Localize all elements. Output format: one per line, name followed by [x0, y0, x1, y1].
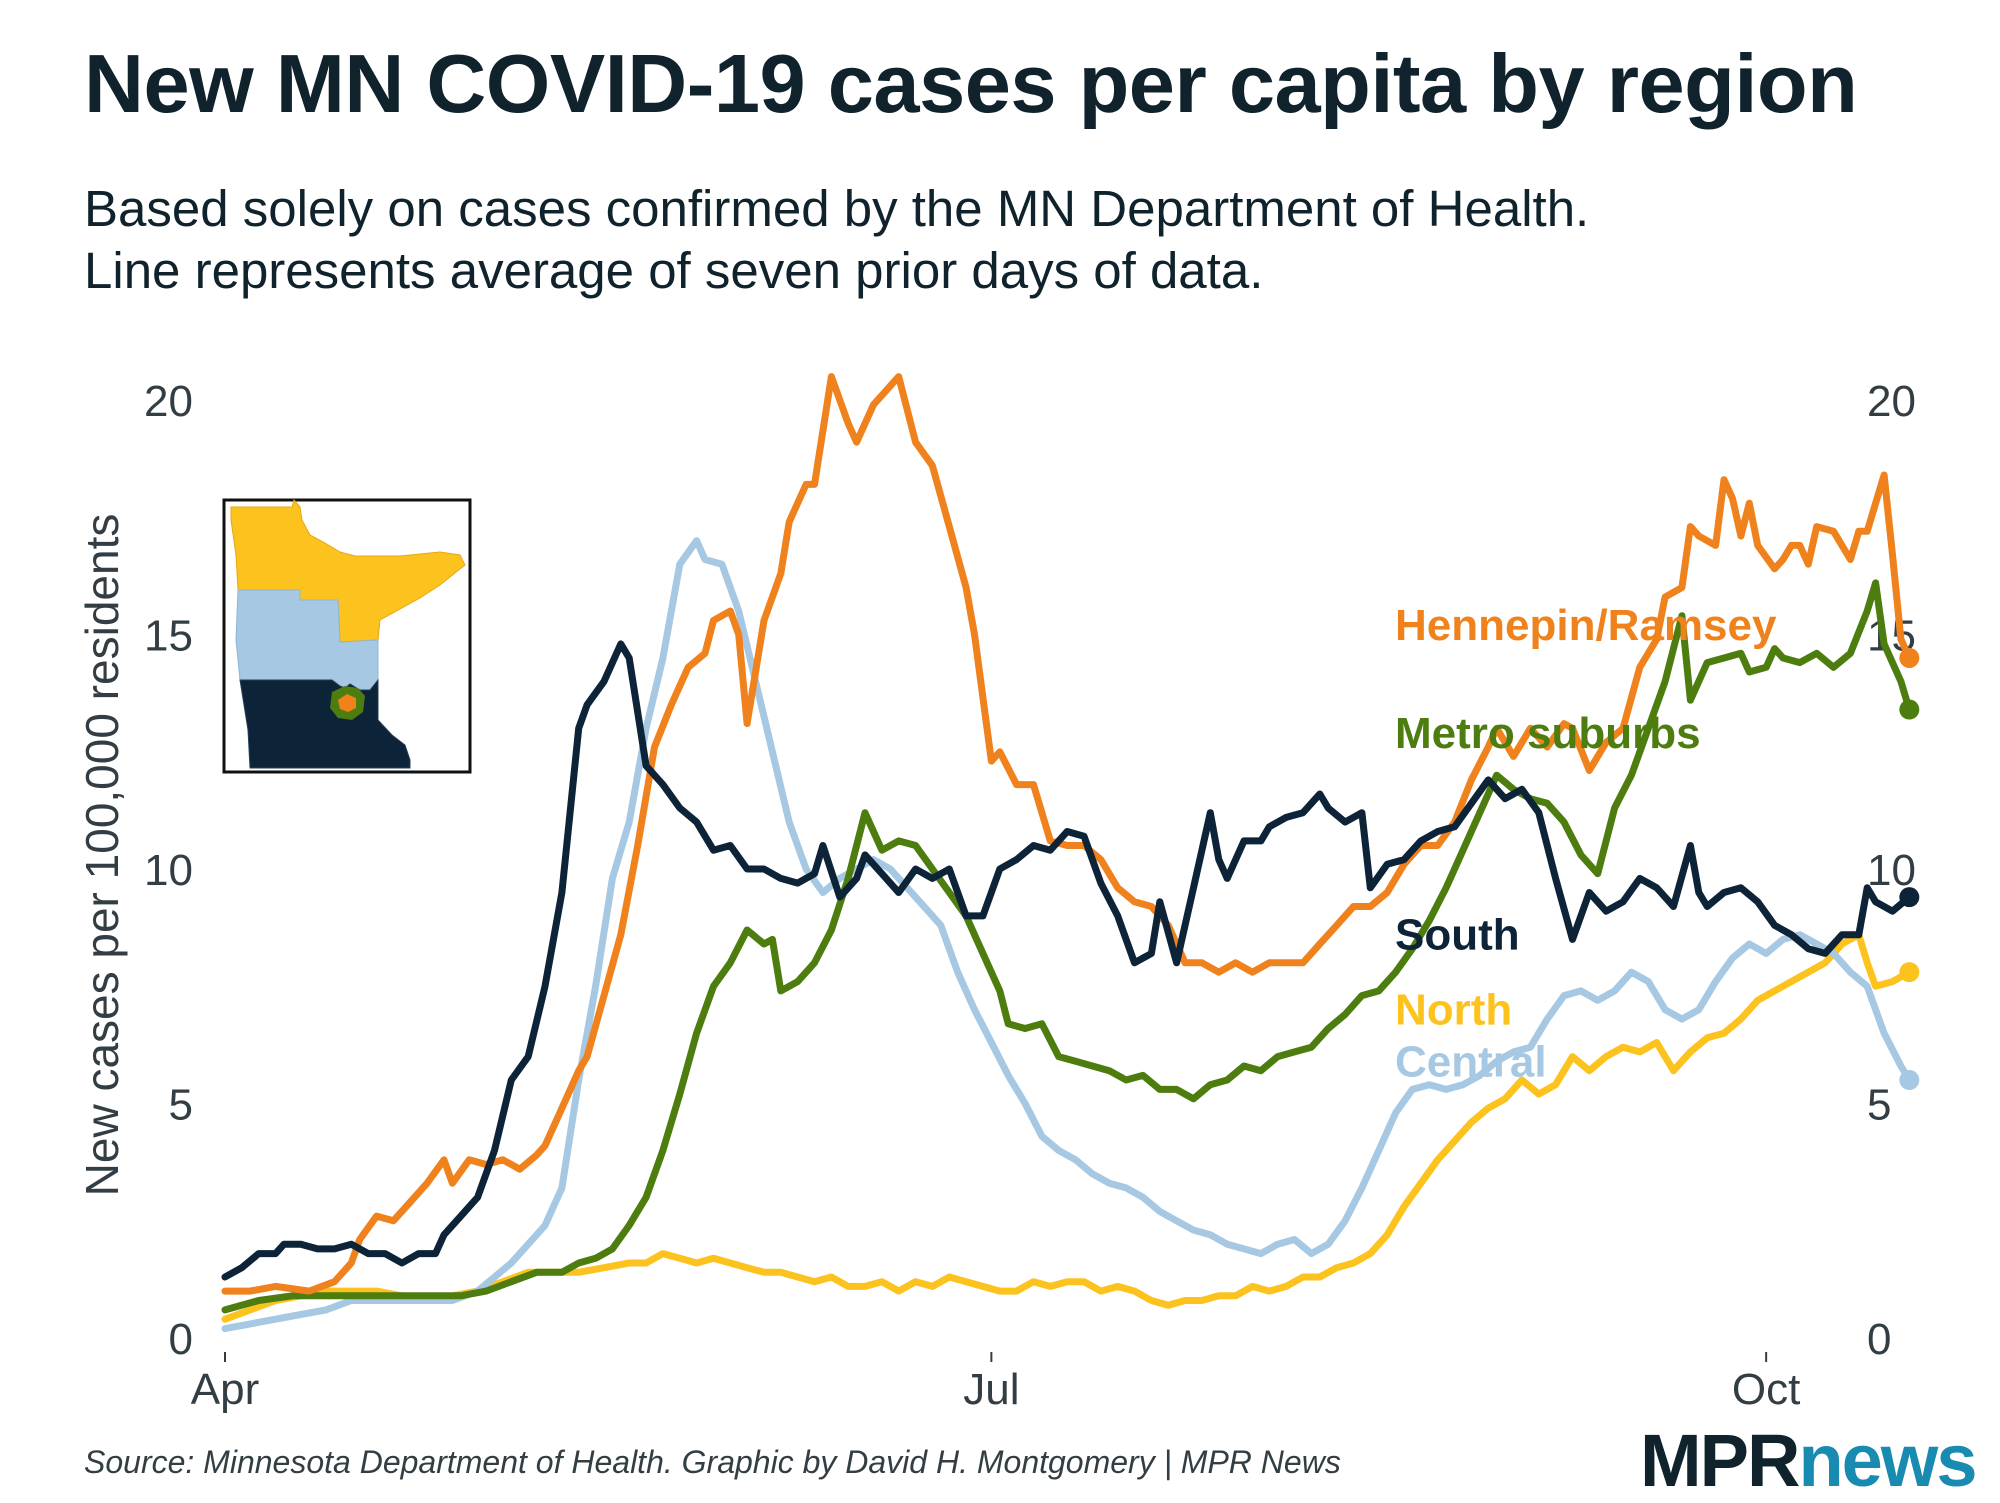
x-tick-label: Jul	[963, 1365, 1019, 1414]
series-label-north: North	[1395, 986, 1512, 1035]
chart-title: New MN COVID-19 cases per capita by regi…	[84, 37, 1858, 130]
series-label-central: Central	[1395, 1037, 1547, 1086]
series-end-dot-south	[1899, 887, 1920, 908]
y-tick-label-left: 15	[144, 612, 193, 661]
y-tick-label-left: 10	[144, 846, 193, 895]
y-tick-label-right: 5	[1867, 1081, 1891, 1130]
y-tick-label-right: 20	[1867, 377, 1916, 426]
y-tick-label-left: 5	[169, 1081, 193, 1130]
map-region-hennepin-ramsey	[338, 694, 356, 712]
y-axis-label: New cases per 100,000 residents	[76, 514, 128, 1197]
series-end-dot-central	[1899, 1070, 1920, 1091]
logo-news: news	[1798, 1419, 1977, 1502]
chart-subtitle: Based solely on cases confirmed by the M…	[84, 178, 1589, 302]
y-tick-label-left: 0	[169, 1315, 193, 1364]
series-end-dot-north	[1899, 962, 1920, 983]
series-end-dot-metro	[1899, 699, 1920, 720]
series-end-dot-hennepin	[1899, 647, 1920, 668]
logo-mpr: MPR	[1640, 1419, 1800, 1502]
map-region-south	[239, 678, 411, 769]
x-tick-label: Apr	[191, 1365, 259, 1414]
subtitle-line-2: Line represents average of seven prior d…	[84, 242, 1264, 299]
minnesota-region-map	[222, 498, 472, 774]
subtitle-line-1: Based solely on cases confirmed by the M…	[84, 180, 1590, 237]
series-line-central	[221, 537, 1913, 1333]
series-label-south: South	[1395, 911, 1520, 960]
series-label-metro: Metro suburbs	[1395, 709, 1701, 758]
y-tick-label-right: 0	[1867, 1315, 1891, 1364]
y-tick-label-right: 10	[1867, 846, 1916, 895]
mpr-news-logo: MPRnews	[1640, 1418, 1978, 1503]
series-labels: Hennepin/Ramsey Metro suburbs South NorthCe…	[1395, 601, 1777, 1086]
series-line-north	[221, 931, 1913, 1323]
x-tick-label: Oct	[1732, 1365, 1800, 1414]
x-axis: Apr Jul Oct	[191, 1352, 1800, 1414]
series-line-hennepin	[221, 373, 1913, 1295]
series-end-dots	[1899, 647, 1920, 1091]
series-lines	[221, 373, 1913, 1333]
y-axis-left: 0 5 10 15 20	[144, 377, 193, 1364]
series-label-hennepin: Hennepin/Ramsey	[1395, 601, 1777, 650]
series-line-metro	[221, 579, 1913, 1314]
y-tick-label-left: 20	[144, 377, 193, 426]
source-note: Source: Minnesota Department of Health. …	[84, 1444, 1341, 1480]
series-line-south	[221, 640, 1913, 1281]
